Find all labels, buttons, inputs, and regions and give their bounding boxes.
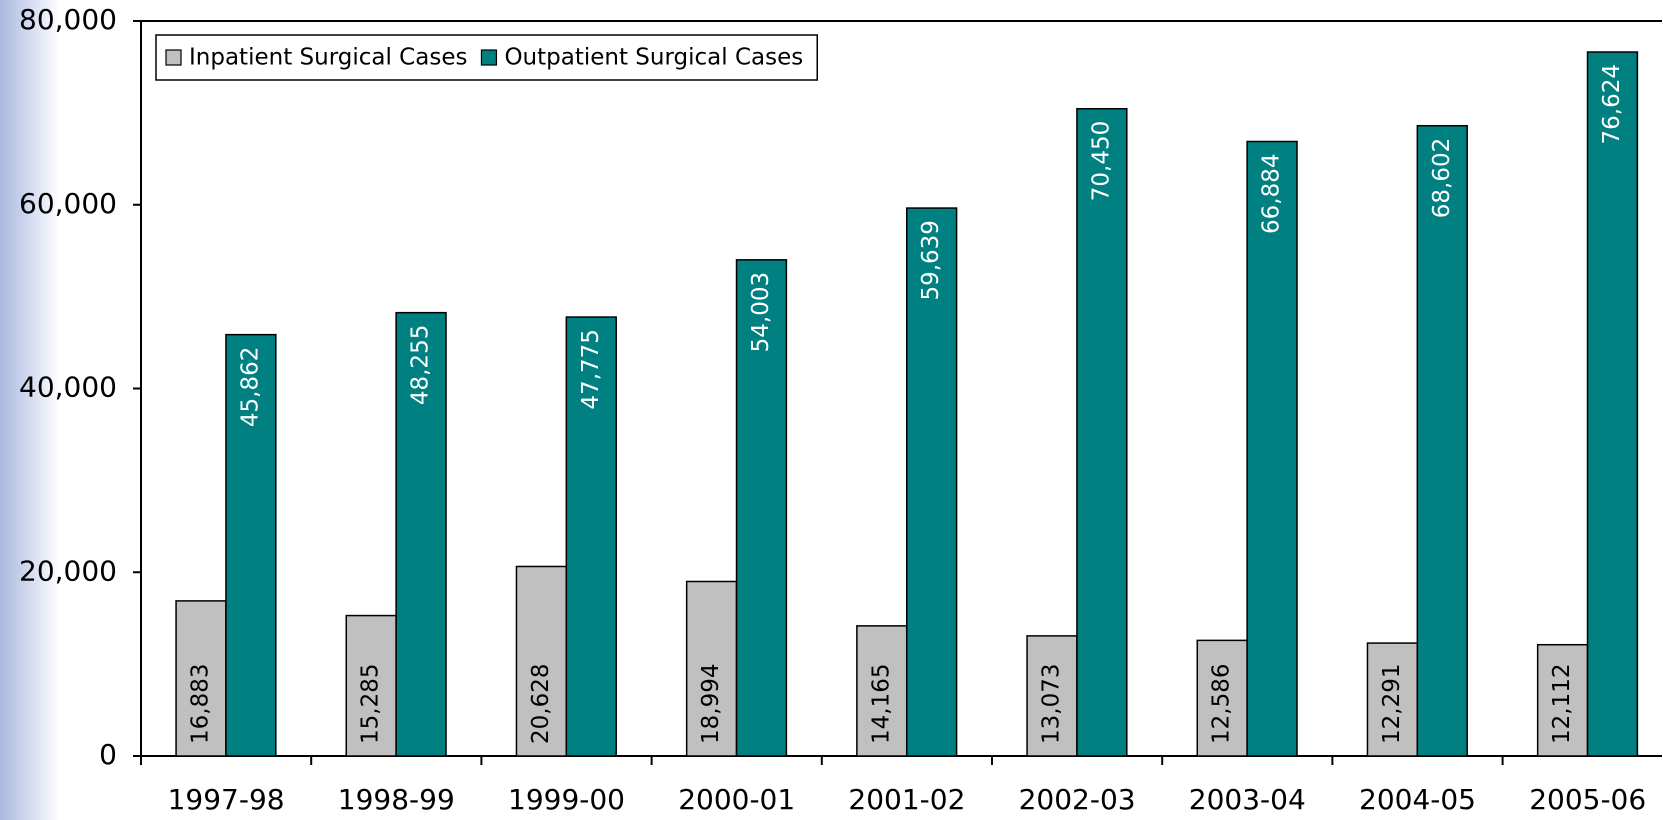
value-label: 59,639 [918,220,944,300]
y-tick-label: 40,000 [19,371,117,404]
y-tick-label: 80,000 [19,3,117,36]
legend-label: Outpatient Surgical Cases [504,45,803,71]
value-label: 13,073 [1038,664,1064,744]
bar [345,614,397,757]
value-label: 12,586 [1209,664,1235,744]
bar [515,565,568,757]
value-label: 68,602 [1429,138,1455,218]
bar [565,316,617,757]
value-label: 12,291 [1379,664,1405,744]
x-tick-label: 1999-00 [508,783,625,816]
bar [225,333,277,757]
value-label: 54,003 [748,272,774,352]
value-label: 14,165 [868,664,894,744]
legend-label: Inpatient Surgical Cases [189,45,467,71]
legend-swatch [480,49,498,66]
value-label: 20,628 [528,664,554,744]
value-label: 66,884 [1259,154,1285,234]
bar [1026,635,1078,757]
y-tick-label: 60,000 [19,187,117,220]
value-label: 15,285 [358,664,384,744]
y-tick-label: 20,000 [19,554,117,587]
value-label: 48,255 [408,325,434,405]
side-gradient [0,0,60,820]
value-label: 16,883 [187,664,213,744]
bar [175,600,227,757]
bar [1416,124,1468,757]
x-tick-label: 2004-05 [1359,783,1476,816]
bar [735,259,788,757]
x-tick-label: 1998-99 [338,783,455,816]
bar [1076,107,1128,757]
value-label: 76,624 [1599,64,1625,144]
x-tick-label: 2000-01 [678,783,795,816]
bar [1586,51,1639,757]
value-label: 18,994 [698,664,724,744]
bar [1246,140,1298,757]
x-tick-label: 2002-03 [1019,783,1136,816]
value-label: 12,112 [1549,664,1575,744]
legend-swatch [165,49,182,66]
x-tick-label: 2001-02 [848,783,965,816]
x-tick-label: 2005-06 [1529,783,1646,816]
x-tick-label: 2003-04 [1189,783,1306,816]
value-label: 70,450 [1088,121,1114,201]
value-label: 45,862 [237,347,263,427]
bar [905,207,958,757]
x-tick-label: 1997-98 [168,783,285,816]
value-label: 47,775 [578,329,604,409]
bar [1366,642,1419,757]
y-tick-label: 0 [99,738,117,771]
legend: Inpatient Surgical Cases Outpatient Surgi… [155,34,818,81]
bar [395,311,447,757]
